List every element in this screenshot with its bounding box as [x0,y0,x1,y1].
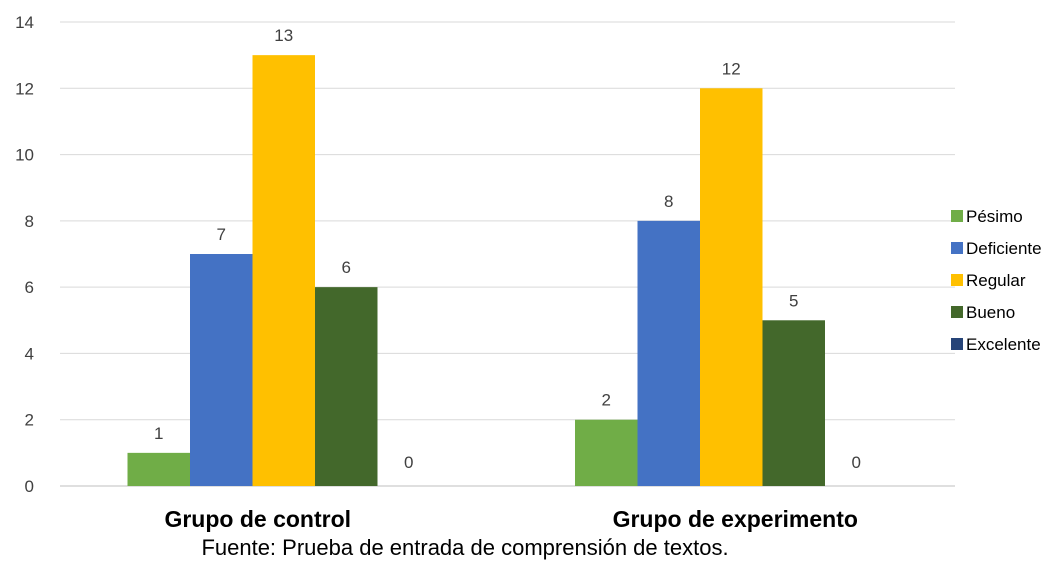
legend-label: Regular [966,271,1026,290]
legend-swatch [951,242,963,254]
bars [127,55,825,487]
bar [700,88,763,487]
bar [575,419,638,486]
legend-swatch [951,210,963,222]
bar [637,220,700,486]
bar [127,452,190,486]
bar [190,254,253,486]
category-label: Grupo de experimento [613,506,858,532]
category-label: Grupo de control [164,506,351,532]
data-label: 7 [217,225,226,244]
bar [762,320,825,486]
legend-label: Deficiente [966,239,1042,258]
legend-item: Pésimo [951,207,1023,226]
data-label: 13 [274,26,293,45]
legend-item: Excelente [951,335,1041,354]
data-label: 6 [342,258,351,277]
legend-item: Bueno [951,303,1015,322]
legend: Pésimo Deficiente Regular Bueno Excelente [951,207,1042,354]
legend-label: Excelente [966,335,1041,354]
y-axis: 0 2 4 6 8 10 12 14 [15,13,34,496]
data-label: 0 [404,453,413,472]
data-label: 0 [852,453,861,472]
legend-item: Deficiente [951,239,1042,258]
y-tick-label: 4 [25,344,34,363]
bar [252,55,315,487]
legend-swatch [951,274,963,286]
legend-item: Regular [951,271,1026,290]
data-label: 8 [664,192,673,211]
data-label: 12 [722,59,741,78]
data-label: 5 [789,291,798,310]
source-note: Fuente: Prueba de entrada de comprensión… [201,535,728,560]
y-tick-label: 6 [25,278,34,297]
legend-label: Bueno [966,303,1015,322]
data-label: 2 [602,391,611,410]
legend-label: Pésimo [966,207,1023,226]
legend-swatch [951,306,963,318]
bar [315,287,378,486]
y-tick-label: 2 [25,411,34,430]
y-tick-label: 0 [25,477,34,496]
y-tick-label: 10 [15,146,34,165]
x-axis: Grupo de control Grupo de experimento [164,506,857,532]
data-labels: 1 7 13 6 0 2 8 12 5 0 [154,26,861,472]
y-tick-label: 8 [25,212,34,231]
legend-swatch [951,338,963,350]
y-tick-label: 14 [15,13,34,32]
y-tick-label: 12 [15,79,34,98]
data-label: 1 [154,424,163,443]
